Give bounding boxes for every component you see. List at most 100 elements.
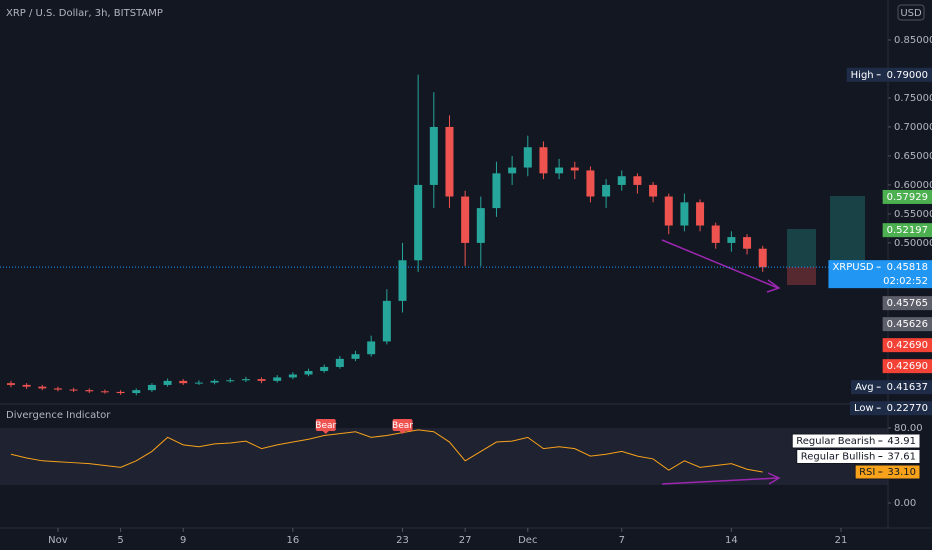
candle-body: [288, 374, 297, 378]
indicator-label-box: [854, 464, 921, 480]
x-tick-label: 16: [287, 535, 300, 546]
candle-body: [617, 176, 626, 185]
price-label-value: 0.45626: [887, 319, 928, 330]
indicator-label-name: RSI: [859, 467, 875, 478]
candle-body: [351, 354, 360, 359]
candle-body: [382, 300, 391, 342]
price-label: 0.22770 Low: [849, 401, 932, 416]
candle-body: [696, 202, 705, 226]
x-tick-label: 5: [117, 535, 123, 546]
x-tick-label: 9: [180, 535, 186, 546]
indicator-label-name: Regular Bullish: [801, 452, 876, 463]
candle-body: [476, 208, 485, 243]
candle-body: [445, 126, 454, 197]
price-label-value: 0.45765: [887, 298, 928, 309]
price-label-value: 0.22770: [887, 403, 928, 414]
price-label-value: 0.42690: [887, 361, 928, 372]
candle-body: [633, 176, 642, 185]
candle-body: [602, 184, 611, 197]
price-label-box: [882, 317, 932, 332]
candle-body: [664, 196, 673, 226]
indicator-label: 33.10 RSI: [854, 464, 921, 480]
candle-body: [179, 380, 188, 384]
candle-body: [304, 371, 313, 375]
candle-body: [38, 386, 47, 389]
candle-body: [461, 196, 470, 243]
candle-body: [539, 147, 548, 174]
long-position-profit[interactable]: [787, 229, 816, 267]
candle-body: [273, 377, 282, 381]
price-label-box: [846, 67, 932, 82]
arrow-head: [766, 279, 781, 293]
indicator-label: 43.91 Regular Bearish: [791, 433, 921, 449]
candle-body: [85, 390, 94, 392]
price-label-box: [882, 296, 932, 311]
candle-body: [6, 383, 15, 385]
price-label-name: XRPUSD: [832, 262, 873, 273]
y-tick-label: 80.00: [894, 423, 923, 434]
candle-body: [335, 358, 344, 367]
price-label-box: [882, 359, 932, 374]
candle-body: [586, 170, 595, 197]
candle-body: [680, 202, 689, 226]
candle-body: [367, 341, 376, 355]
x-tick-label: 23: [396, 535, 409, 546]
y-tick-label: 0.50000: [894, 238, 932, 249]
candle-body: [570, 167, 579, 171]
divergence-line[interactable]: [661, 239, 779, 289]
bear-marker-label: Bear: [392, 421, 413, 431]
price-label-box: [882, 189, 932, 204]
x-tick-label: 27: [459, 535, 472, 546]
long-position-loss[interactable]: [787, 267, 816, 285]
candle-body: [743, 237, 752, 249]
candle-body: [492, 173, 501, 209]
indicator-label-value: 43.91: [887, 436, 916, 447]
bear-marker-label: Bear: [315, 421, 336, 431]
price-label-name: High: [851, 70, 874, 81]
x-tick-label: Dec: [518, 535, 537, 546]
currency-box[interactable]: [897, 4, 925, 21]
indicator-label-box: [791, 433, 921, 449]
candle-body: [649, 184, 658, 197]
candle-body: [53, 388, 62, 390]
price-label-box: [849, 401, 932, 416]
price-label-value: 0.45818: [887, 262, 928, 273]
candle-body: [758, 248, 767, 268]
bear-marker: [315, 419, 336, 431]
price-label-value: 0.42690: [887, 340, 928, 351]
y-tick-label: 0.00: [894, 498, 916, 509]
candle-body: [100, 391, 109, 393]
x-tick-label: 21: [835, 535, 848, 546]
marker-pointer: [322, 431, 329, 434]
candle-body: [257, 379, 266, 381]
currency[interactable]: USD: [900, 8, 922, 19]
price-label: 0.42690: [882, 338, 932, 353]
candle-body: [320, 366, 329, 372]
candle-body: [163, 380, 172, 385]
long-position-profit[interactable]: [830, 196, 865, 267]
indicator-label: 37.61 Regular Bullish: [796, 449, 921, 464]
price-label-box: [882, 338, 932, 353]
y-tick-label: 0.85000: [894, 35, 932, 46]
y-tick-label: 0.65000: [894, 151, 932, 162]
candle-body: [711, 225, 720, 243]
price-label-box: [828, 260, 932, 289]
price-label-name: Avg: [855, 382, 874, 393]
x-tick-label: Nov: [48, 535, 68, 546]
price-label: 0.45626: [882, 317, 932, 332]
indicator-label-value: 33.10: [887, 467, 916, 478]
candle-body: [22, 384, 31, 387]
divergence-line[interactable]: [661, 477, 779, 485]
marker-pointer: [399, 431, 406, 434]
candle-body: [555, 167, 564, 174]
y-tick-label: 0.70000: [894, 122, 932, 133]
candle-body: [523, 147, 532, 168]
candle-body: [147, 384, 156, 391]
candle-body: [508, 167, 517, 174]
rsi-line: [10, 429, 763, 473]
rsi-band: [0, 428, 888, 485]
x-tick-label: 14: [725, 535, 738, 546]
indicator-label-value: 37.61: [887, 452, 916, 463]
price-label: 0.42690: [882, 359, 932, 374]
